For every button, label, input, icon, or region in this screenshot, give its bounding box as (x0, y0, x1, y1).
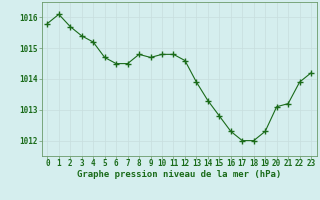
X-axis label: Graphe pression niveau de la mer (hPa): Graphe pression niveau de la mer (hPa) (77, 170, 281, 179)
